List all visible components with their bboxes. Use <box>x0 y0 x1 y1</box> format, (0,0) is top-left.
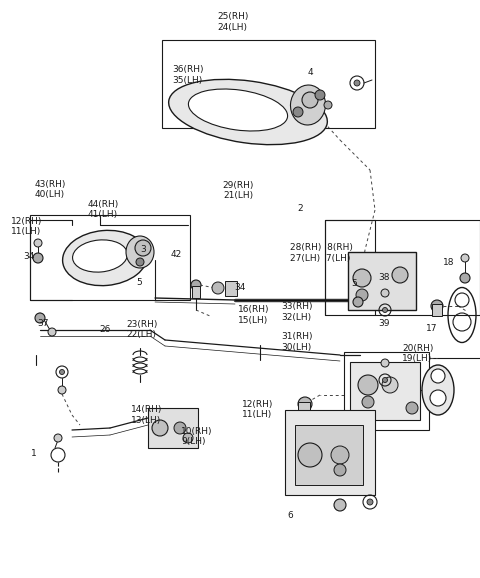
Bar <box>344 352 429 430</box>
Text: 33(RH)
32(LH): 33(RH) 32(LH) <box>281 302 312 322</box>
Circle shape <box>58 386 66 394</box>
Text: 43(RH)
40(LH): 43(RH) 40(LH) <box>35 180 66 199</box>
Bar <box>298 402 310 414</box>
Text: 34: 34 <box>234 283 246 292</box>
Text: 28(RH)  8(RH)
27(LH)  7(LH): 28(RH) 8(RH) 27(LH) 7(LH) <box>290 243 353 263</box>
Text: 18: 18 <box>443 258 455 268</box>
Text: 6: 6 <box>288 511 293 520</box>
Circle shape <box>381 359 389 367</box>
Bar <box>162 40 375 128</box>
Bar <box>350 362 420 420</box>
Circle shape <box>293 107 303 117</box>
Circle shape <box>315 90 325 100</box>
Circle shape <box>382 377 398 393</box>
Circle shape <box>431 369 445 383</box>
Bar <box>225 281 237 296</box>
Text: 38: 38 <box>378 273 390 282</box>
Text: 1: 1 <box>31 449 36 458</box>
Ellipse shape <box>168 79 327 144</box>
Circle shape <box>362 396 374 408</box>
Circle shape <box>174 422 186 434</box>
Text: 3: 3 <box>140 245 146 254</box>
Text: 16(RH)
15(LH): 16(RH) 15(LH) <box>238 305 269 325</box>
Ellipse shape <box>72 240 127 272</box>
Bar <box>432 304 442 316</box>
Text: 4: 4 <box>307 68 313 77</box>
Circle shape <box>135 240 151 256</box>
Circle shape <box>331 446 349 464</box>
Ellipse shape <box>422 365 454 415</box>
Circle shape <box>367 499 373 505</box>
Bar <box>148 408 198 448</box>
Circle shape <box>461 254 469 262</box>
Circle shape <box>152 420 168 436</box>
Circle shape <box>212 282 224 294</box>
Text: 37: 37 <box>37 319 49 328</box>
Circle shape <box>354 80 360 86</box>
Text: 23(RH)
22(LH): 23(RH) 22(LH) <box>126 320 157 339</box>
Circle shape <box>54 434 62 442</box>
Circle shape <box>183 433 193 443</box>
Circle shape <box>60 369 64 375</box>
Circle shape <box>191 280 201 290</box>
Bar <box>325 220 480 315</box>
Bar <box>348 252 416 310</box>
Text: 17: 17 <box>426 324 438 333</box>
Circle shape <box>334 464 346 476</box>
Circle shape <box>381 289 389 297</box>
Circle shape <box>334 499 346 511</box>
Circle shape <box>460 273 470 283</box>
Text: 29(RH)
21(LH): 29(RH) 21(LH) <box>222 181 253 201</box>
Text: 34: 34 <box>23 252 35 261</box>
Circle shape <box>383 377 387 383</box>
Text: 14(RH)
13(LH): 14(RH) 13(LH) <box>131 405 162 425</box>
Ellipse shape <box>290 85 325 125</box>
Circle shape <box>406 402 418 414</box>
Text: 12(RH)
11(LH): 12(RH) 11(LH) <box>11 217 42 236</box>
Text: 44(RH)
41(LH): 44(RH) 41(LH) <box>87 199 119 219</box>
Circle shape <box>33 253 43 263</box>
Circle shape <box>302 92 318 108</box>
Circle shape <box>392 267 408 283</box>
Circle shape <box>35 313 45 323</box>
Circle shape <box>324 101 332 109</box>
Text: 12(RH)
11(LH): 12(RH) 11(LH) <box>242 399 274 419</box>
Bar <box>353 296 371 306</box>
Circle shape <box>298 443 322 467</box>
Text: 31(RH)
30(LH): 31(RH) 30(LH) <box>281 332 312 352</box>
Text: 36(RH)
35(LH): 36(RH) 35(LH) <box>172 65 204 85</box>
Bar <box>285 410 375 495</box>
Circle shape <box>298 397 312 411</box>
Circle shape <box>34 239 42 247</box>
Bar <box>192 286 200 298</box>
Text: 2: 2 <box>297 203 303 213</box>
Text: 39: 39 <box>378 319 390 328</box>
Circle shape <box>383 307 387 313</box>
Text: 5: 5 <box>136 277 142 287</box>
Circle shape <box>48 328 56 336</box>
Text: 25(RH)
24(LH): 25(RH) 24(LH) <box>217 12 249 32</box>
Circle shape <box>358 375 378 395</box>
Circle shape <box>353 297 363 307</box>
Ellipse shape <box>126 236 154 268</box>
Circle shape <box>353 269 371 287</box>
Circle shape <box>356 289 368 301</box>
Ellipse shape <box>351 292 373 304</box>
Bar <box>30 215 190 300</box>
Ellipse shape <box>189 89 288 131</box>
Circle shape <box>136 258 144 266</box>
Bar <box>295 425 363 485</box>
Circle shape <box>430 390 446 406</box>
Text: 26: 26 <box>99 325 110 334</box>
Ellipse shape <box>62 231 147 286</box>
Text: 5: 5 <box>351 279 357 288</box>
Text: 20(RH)
19(LH): 20(RH) 19(LH) <box>402 344 433 364</box>
Circle shape <box>431 300 443 312</box>
Text: 10(RH)
9(LH): 10(RH) 9(LH) <box>181 427 213 446</box>
Text: 42: 42 <box>171 250 182 259</box>
